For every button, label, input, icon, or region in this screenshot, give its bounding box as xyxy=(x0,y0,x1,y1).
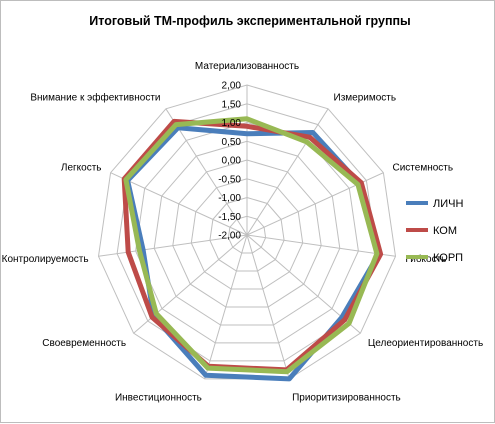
category-labels: Материализованность Измеримость Системност… xyxy=(2,61,484,404)
category-label: Системность xyxy=(393,162,454,173)
category-label: Целеориентированность xyxy=(368,338,483,349)
tick-label: 0,00 xyxy=(222,156,242,167)
chart-title: Итоговый ТМ-профиль экспериментальной гр… xyxy=(89,14,410,28)
legend-label: ЛИЧН xyxy=(433,198,463,210)
grid-spoke xyxy=(246,234,290,380)
category-label: Внимание к эффективности xyxy=(30,92,160,104)
category-label: Инвестиционность xyxy=(115,393,202,404)
tick-label: -0,50 xyxy=(218,174,241,185)
radar-series xyxy=(121,116,384,382)
series-line xyxy=(123,116,380,375)
grid-spoke xyxy=(246,108,329,236)
grid-spoke xyxy=(110,172,248,236)
tick-label: -2,00 xyxy=(218,231,241,242)
radial-tick-labels: -2,00 -1,50 -1,00 -0,50 0,00 0,50 1,00 1,50 2,00 xyxy=(218,81,241,242)
radar-grid xyxy=(97,84,397,380)
tick-label: 1,50 xyxy=(222,99,242,110)
category-label: Контролируемость xyxy=(2,254,89,265)
tick-label: 2,00 xyxy=(222,81,242,92)
grid-spoke xyxy=(204,234,248,380)
grid-spoke xyxy=(246,234,396,257)
grid-ring xyxy=(227,215,267,254)
tick-label: 1,00 xyxy=(222,118,242,129)
category-label: Легкость xyxy=(61,162,102,173)
category-label: Измеримость xyxy=(334,93,397,104)
legend-label: КОМ xyxy=(433,225,457,237)
grid-spoke xyxy=(98,234,248,257)
grid-ring xyxy=(172,159,322,308)
tick-label: 0,50 xyxy=(222,137,242,148)
grid-ring xyxy=(153,140,341,326)
grid-ring xyxy=(209,196,285,272)
grid-ring xyxy=(135,121,359,344)
legend-label: КОРП xyxy=(433,252,463,264)
grid-ring xyxy=(190,178,304,290)
tick-label: -1,50 xyxy=(218,212,241,223)
legend: ЛИЧН КОМ КОРП xyxy=(406,198,463,264)
category-label: Материализованность xyxy=(195,61,299,72)
category-label: Своевременность xyxy=(42,338,126,349)
series-line xyxy=(121,118,384,373)
category-label: Приоритизированность xyxy=(292,393,401,404)
tick-label: -1,00 xyxy=(218,193,241,204)
